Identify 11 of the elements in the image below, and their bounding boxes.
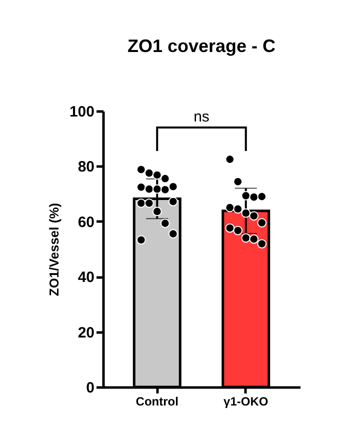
y-tick-label: 100 (69, 104, 94, 120)
y-tick-label: 60 (78, 214, 94, 231)
chart-title: ZO1 coverage - C (127, 36, 276, 56)
x-tick-label: Control (136, 394, 178, 408)
x-tick-label: γ1-OKO (224, 394, 268, 408)
y-tick-label: 0 (86, 380, 94, 396)
y-tick-label: 20 (78, 324, 94, 342)
y-axis-title: ZO1/Vessel (%) (46, 202, 62, 296)
annotation: ns (194, 108, 210, 126)
y-tick-label: 40 (78, 269, 94, 286)
y-tick-label: 80 (78, 158, 94, 176)
